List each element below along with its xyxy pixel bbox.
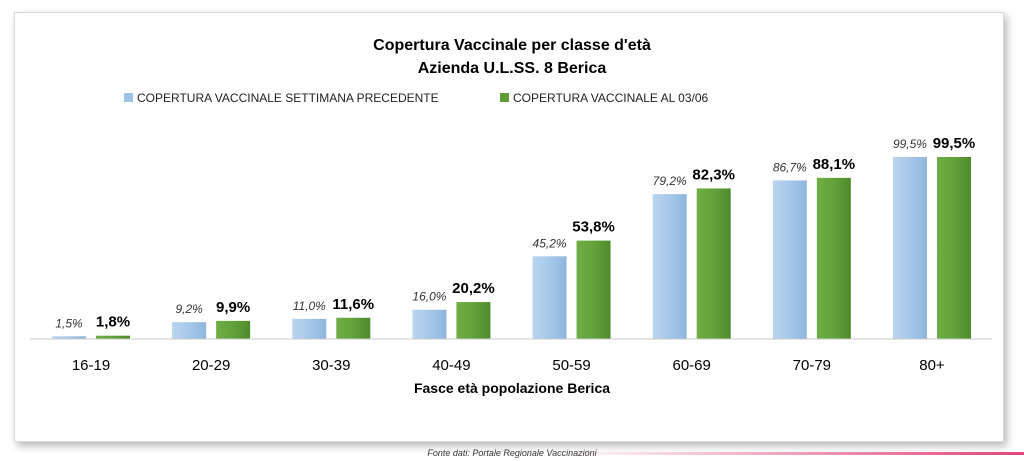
bar-current-20-29 <box>216 320 251 339</box>
data-label-current-16-19: 1,8% <box>96 314 130 331</box>
data-label-current-40-49: 20,2% <box>452 280 495 297</box>
bar-previous-80+ <box>892 157 927 339</box>
bar-previous-30-39 <box>292 318 327 339</box>
data-label-previous-16-19: 1,5% <box>55 316 83 330</box>
data-label-previous-70-79: 86,7% <box>773 160 807 174</box>
chart-subtitle: Azienda U.L.SS. 8 Berica <box>418 60 607 77</box>
bar-previous-20-29 <box>172 322 207 339</box>
source-note: Fonte dati: Portale Regionale Vaccinazio… <box>427 448 597 458</box>
legend-swatch-previous <box>124 93 133 102</box>
legend-swatch-current <box>500 93 509 102</box>
bar-current-16-19 <box>96 335 130 339</box>
bars-layer: 1,5% 1,8% 16-19 9,2% 9,9% 20-29 11,0% 11,6% 30-3… <box>52 135 975 374</box>
bar-previous-16-19 <box>52 336 86 339</box>
bar-previous-50-59 <box>532 256 567 339</box>
data-label-current-70-79: 88,1% <box>813 156 856 173</box>
bar-current-30-39 <box>336 317 371 339</box>
data-label-previous-30-39: 11,0% <box>293 299 326 313</box>
x-tick-label-16-19: 16-19 <box>72 357 110 374</box>
x-tick-label-80+: 80+ <box>919 357 945 374</box>
x-tick-label-30-39: 30-39 <box>312 357 350 374</box>
data-label-current-30-39: 11,6% <box>332 296 374 313</box>
x-tick-label-50-59: 50-59 <box>552 357 590 374</box>
x-tick-label-40-49: 40-49 <box>432 357 470 374</box>
data-label-current-20-29: 9,9% <box>216 299 250 316</box>
legend-label-current: COPERTURA VACCINALE AL 03/06 <box>513 91 709 105</box>
x-axis-title: Fasce età popolazione Berica <box>414 380 610 396</box>
bar-current-40-49 <box>456 302 491 339</box>
bar-previous-60-69 <box>652 194 687 339</box>
data-label-previous-20-29: 9,2% <box>175 302 203 316</box>
bar-current-70-79 <box>816 177 851 339</box>
data-label-previous-80+: 99,5% <box>893 137 927 151</box>
bar-current-50-59 <box>576 240 611 339</box>
data-label-previous-50-59: 45,2% <box>533 236 567 250</box>
data-label-current-50-59: 53,8% <box>572 219 615 236</box>
data-label-current-60-69: 82,3% <box>692 166 735 183</box>
chart-title: Copertura Vaccinale per classe d'età <box>373 37 651 54</box>
bar-previous-70-79 <box>772 180 807 339</box>
data-label-previous-40-49: 16,0% <box>412 290 446 304</box>
legend: COPERTURA VACCINALE SETTIMANA PRECEDENTE… <box>124 91 709 105</box>
accent-line <box>560 452 1024 455</box>
bar-current-80+ <box>936 157 971 339</box>
x-tick-label-20-29: 20-29 <box>192 357 230 374</box>
data-label-current-80+: 99,5% <box>933 135 976 152</box>
legend-label-previous: COPERTURA VACCINALE SETTIMANA PRECEDENTE <box>137 91 439 105</box>
bar-current-60-69 <box>696 188 731 339</box>
x-tick-label-70-79: 70-79 <box>793 357 831 374</box>
data-label-previous-60-69: 79,2% <box>653 174 687 188</box>
bar-previous-40-49 <box>412 309 447 339</box>
x-tick-label-60-69: 60-69 <box>673 357 711 374</box>
